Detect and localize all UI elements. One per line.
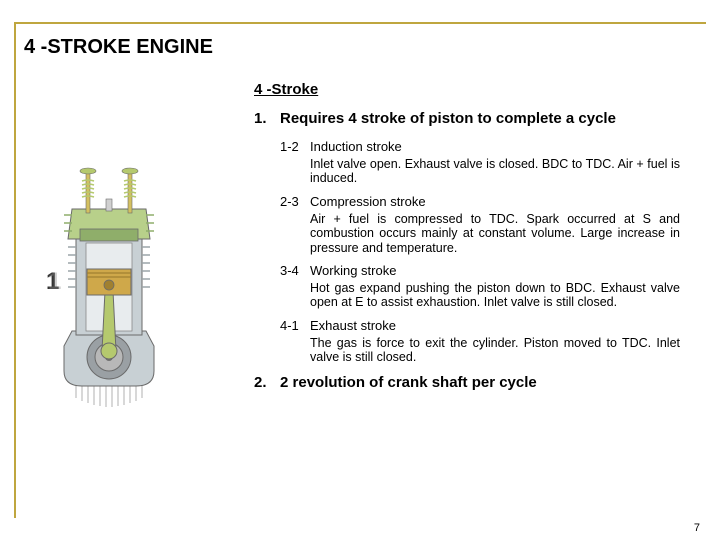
- stroke-name: Exhaust stroke: [310, 318, 396, 333]
- stroke-name: Compression stroke: [310, 194, 426, 209]
- stroke-list: 1-2 Induction stroke Inlet valve open. E…: [280, 139, 680, 364]
- engine-diagram: 1 1: [36, 151, 186, 411]
- subtitle: 4 -Stroke: [254, 81, 680, 98]
- stroke-item: 4-1 Exhaust stroke The gas is force to e…: [280, 318, 680, 365]
- stroke-desc: Hot gas expand pushing the piston down t…: [310, 281, 680, 310]
- point-1-text: Requires 4 stroke of piston to complete …: [280, 110, 680, 127]
- point-1: 1. Requires 4 stroke of piston to comple…: [254, 110, 680, 127]
- stroke-desc: The gas is force to exit the cylinder. P…: [310, 336, 680, 365]
- point-2-text: 2 revolution of crank shaft per cycle: [280, 374, 537, 391]
- point-2-num: 2.: [254, 374, 280, 391]
- stroke-name: Induction stroke: [310, 139, 402, 154]
- stroke-code: 1-2: [280, 139, 310, 154]
- page-title: 4 -STROKE ENGINE: [24, 36, 219, 59]
- point-1-num: 1.: [254, 110, 280, 127]
- stroke-code: 4-1: [280, 318, 310, 333]
- svg-text:1: 1: [48, 268, 61, 295]
- page-title-row: 4 -STROKE ENGINE: [24, 36, 704, 59]
- point-2: 2. 2 revolution of crank shaft per cycle: [254, 374, 680, 391]
- text-column: 4 -Stroke 1. Requires 4 stroke of piston…: [206, 81, 704, 411]
- page-number: 7: [694, 522, 700, 534]
- stroke-item: 3-4 Working stroke Hot gas expand pushin…: [280, 263, 680, 310]
- stroke-name: Working stroke: [310, 263, 396, 278]
- stroke-item: 2-3 Compression stroke Air + fuel is com…: [280, 194, 680, 255]
- figure-column: 1 1: [16, 81, 206, 411]
- stroke-item: 1-2 Induction stroke Inlet valve open. E…: [280, 139, 680, 186]
- stroke-code: 3-4: [280, 263, 310, 278]
- stroke-code: 2-3: [280, 194, 310, 209]
- stroke-desc: Inlet valve open. Exhaust valve is close…: [310, 157, 680, 186]
- stroke-desc: Air + fuel is compressed to TDC. Spark o…: [310, 212, 680, 255]
